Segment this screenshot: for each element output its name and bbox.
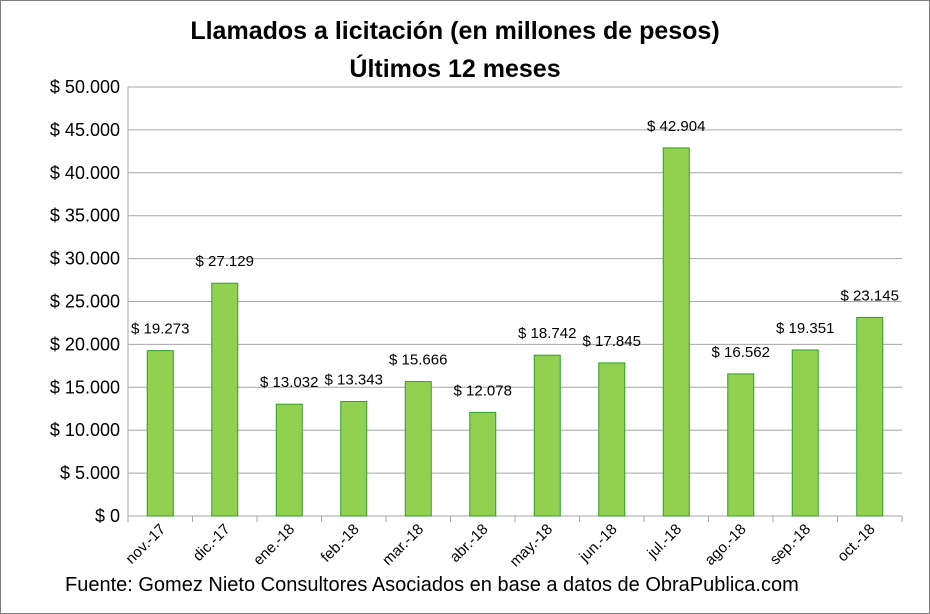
data-label: $ 17.845 [583, 333, 641, 350]
bar-oct.-18 [856, 316, 884, 517]
x-tick-label: feb.-18 [318, 521, 363, 566]
data-label: $ 13.343 [325, 372, 383, 389]
bar-dic.-17 [211, 282, 239, 517]
x-tick-label: sep.-18 [767, 521, 814, 568]
chart-subtitle: Últimos 12 meses [349, 55, 561, 83]
y-axis-ticks: $ 0 $ 5.000 $ 10.000 $ 15.000 $ 20.000 $ 25.0… [50, 77, 120, 526]
y-tick-label: $ 0 [95, 506, 120, 526]
bar-mar.-18 [404, 381, 432, 517]
data-label: $ 12.078 [454, 382, 512, 399]
x-tick-label: mar.-18 [379, 521, 427, 569]
x-tick-label: dic.-17 [190, 521, 234, 565]
data-label: $ 42.904 [647, 118, 705, 135]
bar-ago.-18 [727, 373, 755, 517]
bar-jun.-18 [598, 362, 626, 517]
bar-abr.-18 [469, 411, 497, 517]
data-label: $ 23.145 [841, 287, 899, 304]
x-tick-label: jul.-18 [643, 521, 685, 563]
x-tick-label: ene.-18 [250, 521, 298, 569]
bar-ene.-18 [275, 403, 303, 517]
bar-jul.-18 [662, 147, 690, 517]
y-tick-label: $ 20.000 [50, 334, 120, 354]
bar-nov.-17 [146, 350, 174, 517]
x-tick-label: nov.-17 [122, 521, 169, 568]
gridlines [127, 86, 903, 522]
data-labels: $ 19.273 $ 27.129 $ 13.032 $ 13.343 $ 15.666… [131, 118, 899, 399]
y-tick-label: $ 10.000 [50, 420, 120, 440]
y-tick-label: $ 15.000 [50, 377, 120, 397]
bar-feb.-18 [340, 401, 368, 517]
y-tick-label: $ 50.000 [50, 77, 120, 97]
data-label: $ 13.032 [260, 374, 318, 391]
chart-title: Llamados a licitación (en millones de pe… [190, 17, 720, 45]
x-tick-label: abr.-18 [447, 521, 492, 566]
y-tick-label: $ 35.000 [50, 206, 120, 226]
bar-may.-18 [533, 354, 561, 517]
x-axis-ticks: nov.-17 dic.-17 ene.-18 feb.-18 mar.-18 abr.-… [122, 521, 878, 571]
data-label: $ 27.129 [196, 253, 254, 270]
y-tick-label: $ 25.000 [50, 292, 120, 312]
data-label: $ 15.666 [389, 352, 447, 369]
y-tick-label: $ 30.000 [50, 249, 120, 269]
x-tick-label: oct.-18 [834, 521, 878, 565]
y-tick-label: $ 5.000 [60, 463, 120, 483]
source-note: Fuente: Gomez Nieto Consultores Asociado… [65, 574, 799, 596]
y-tick-label: $ 45.000 [50, 120, 120, 140]
data-label: $ 19.351 [776, 320, 834, 337]
x-tick-label: jun.-18 [575, 521, 620, 566]
y-tick-label: $ 40.000 [50, 163, 120, 183]
x-tick-label: ago.-18 [702, 521, 750, 569]
bar-sep.-18 [791, 349, 819, 517]
bars [146, 147, 884, 517]
data-label: $ 18.742 [518, 325, 576, 342]
data-label: $ 19.273 [131, 321, 189, 338]
x-tick-label: may.-18 [507, 521, 557, 571]
data-label: $ 16.562 [712, 344, 770, 361]
